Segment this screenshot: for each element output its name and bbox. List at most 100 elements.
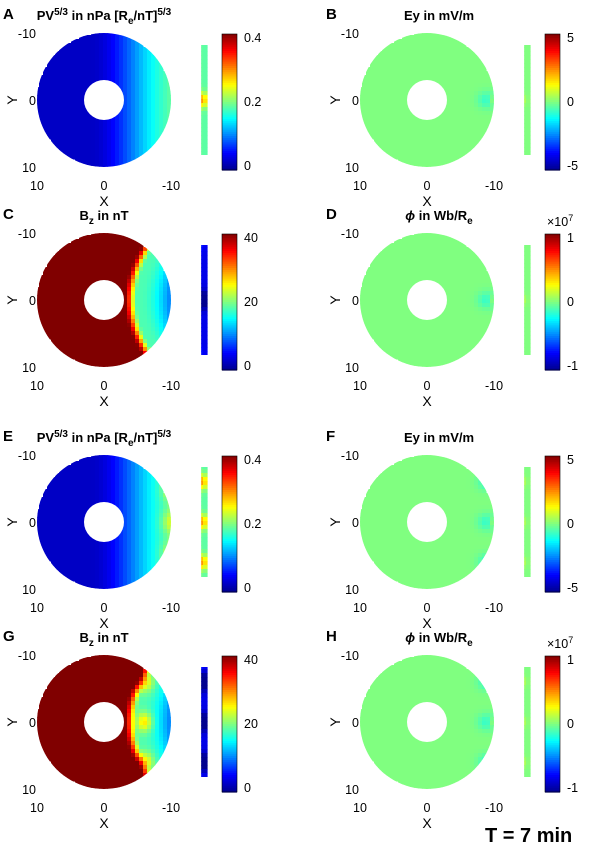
field-cell (486, 119, 491, 124)
field-cell (450, 279, 455, 284)
field-cell (518, 151, 523, 156)
field-cell (107, 71, 112, 76)
field-cell (486, 107, 491, 112)
field-cell (95, 63, 100, 68)
field-cell (450, 135, 455, 140)
field-cell (79, 351, 84, 356)
field-cell (474, 127, 479, 132)
field-cell (91, 131, 96, 136)
field-cell (47, 319, 52, 324)
field-cell (95, 263, 100, 268)
field-cell (147, 283, 152, 288)
field-cell (99, 47, 104, 52)
field-cell (410, 75, 415, 80)
field-cell (123, 143, 128, 148)
field-cell (434, 267, 439, 272)
field-cell (43, 553, 48, 558)
field-cell (466, 111, 471, 116)
field-cell (135, 311, 140, 316)
field-cell (450, 151, 455, 156)
field-cell (87, 71, 92, 76)
field-cell (514, 131, 519, 136)
field-cell (103, 275, 108, 280)
field-cell (386, 295, 391, 300)
field-cell (522, 63, 527, 68)
field-cell (195, 315, 200, 320)
field-cell (39, 517, 44, 522)
field-cell (155, 123, 160, 128)
field-cell (107, 351, 112, 356)
field-cell (111, 131, 116, 136)
field-cell (131, 275, 136, 280)
field-cell (139, 107, 144, 112)
field-cell (470, 83, 475, 88)
field-cell (514, 251, 519, 256)
field-cell (119, 63, 124, 68)
field-cell (187, 271, 192, 276)
field-cell (203, 247, 208, 252)
field-cell (191, 143, 196, 148)
field-cell (47, 131, 52, 136)
field-cell (187, 131, 192, 136)
field-cell (402, 51, 407, 56)
field-cell (390, 143, 395, 148)
field-cell (422, 255, 427, 260)
field-cell (486, 275, 491, 280)
field-cell (47, 533, 52, 538)
field-cell (43, 295, 48, 300)
field-cell (127, 235, 132, 240)
field-cell (75, 119, 80, 124)
field-cell (203, 315, 208, 320)
field-cell (71, 485, 76, 490)
field-cell (482, 299, 487, 304)
field-cell (131, 139, 136, 144)
field-cell (59, 327, 64, 332)
field-cell (103, 55, 108, 60)
field-cell (191, 251, 196, 256)
colorbar-tick-label: 20 (244, 295, 258, 309)
y-tick-label: -10 (18, 227, 36, 241)
field-cell (127, 307, 132, 312)
field-cell (83, 363, 88, 368)
field-cell (123, 275, 128, 280)
field-cell (159, 71, 164, 76)
field-cell (418, 331, 423, 336)
field-cell (450, 355, 455, 360)
field-cell (75, 147, 80, 152)
field-cell (155, 67, 160, 72)
field-cell (394, 119, 399, 124)
field-cell (71, 139, 76, 144)
field-cell (95, 355, 100, 360)
field-cell (378, 267, 383, 272)
field-cell (139, 247, 144, 252)
field-cell (75, 111, 80, 116)
field-cell (67, 263, 72, 268)
field-cell (386, 51, 391, 56)
field-cell (103, 159, 108, 164)
field-cell (123, 363, 128, 368)
field-cell (187, 79, 192, 84)
field-cell (410, 267, 415, 272)
field-cell (370, 95, 375, 100)
field-cell (506, 287, 511, 292)
field-cell (55, 343, 60, 348)
field-cell (75, 303, 80, 308)
field-cell (67, 469, 72, 474)
field-cell (51, 299, 56, 304)
field-cell (386, 63, 391, 68)
field-cell (446, 123, 451, 128)
field-cell (71, 469, 76, 474)
field-cell (430, 247, 435, 252)
field-cell (382, 79, 387, 84)
field-cell (63, 529, 68, 534)
field-cell (458, 103, 463, 108)
field-cell (83, 131, 88, 136)
field-cell (442, 247, 447, 252)
field-cell (454, 335, 459, 340)
field-cell (458, 331, 463, 336)
field-cell (414, 347, 419, 352)
field-cell (39, 545, 44, 550)
field-cell (454, 147, 459, 152)
field-cell (442, 131, 447, 136)
field-cell (362, 87, 367, 92)
